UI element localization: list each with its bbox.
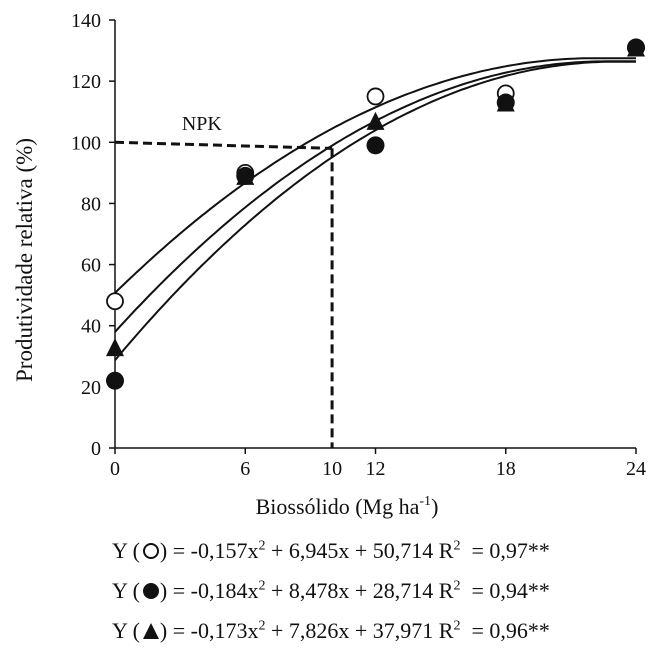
axes: 0 20 40 60 80 100 120 140 0 6 10 12 18 24 bbox=[71, 10, 646, 480]
point-open-circle bbox=[366, 87, 385, 106]
equation-prefix: Y ( bbox=[112, 538, 140, 563]
equation-close: ) = bbox=[159, 538, 186, 563]
equation-prefix: Y ( bbox=[112, 578, 140, 603]
equation-body: + 6,945x + 50,714 R bbox=[265, 538, 454, 563]
point-triangle bbox=[496, 93, 515, 112]
point-open-circle bbox=[106, 292, 124, 311]
point-triangle bbox=[236, 166, 255, 185]
fit-curve-circle-filled bbox=[114, 60, 636, 361]
y-tick-label: 80 bbox=[81, 193, 101, 215]
npk-horizontal-line bbox=[114, 140, 333, 150]
filled-circle-icon bbox=[142, 583, 159, 599]
y-tick-label: 100 bbox=[71, 132, 101, 154]
x-tick-label: 0 bbox=[110, 458, 120, 480]
equation-r2: = 0,97** bbox=[471, 538, 550, 563]
equation-coef: -0,184x bbox=[190, 578, 259, 603]
equation-close: ) = bbox=[159, 618, 186, 643]
filled-triangle-icon bbox=[142, 623, 159, 639]
chart: 0 20 40 60 80 100 120 140 0 6 10 12 18 24 NPK Produti… bbox=[12, 10, 646, 519]
npk-label: NPK bbox=[182, 113, 223, 135]
equation-coef: -0,157x bbox=[190, 538, 259, 563]
point-triangle bbox=[366, 111, 385, 130]
equation-body: + 7,826x + 37,971 R bbox=[265, 618, 454, 643]
equation-r2: = 0,94** bbox=[471, 578, 550, 603]
point-filled-circle bbox=[106, 371, 124, 390]
x-tick-label: 24 bbox=[626, 458, 646, 480]
y-tick-label: 0 bbox=[91, 438, 101, 460]
y-tick-label: 120 bbox=[71, 71, 101, 93]
y-tick-label: 60 bbox=[81, 255, 101, 277]
y-tick-label: 140 bbox=[71, 10, 101, 32]
equation-close: ) = bbox=[159, 578, 186, 603]
equation-coef: -0,173x bbox=[190, 618, 259, 643]
fit-curve-circle-open bbox=[114, 57, 636, 294]
y-axis-label: Produtividade relativa (%) bbox=[12, 138, 37, 382]
open-circle-icon bbox=[142, 543, 159, 559]
equation-row-triangle: Y () = -0,173x2 + 7,826x + 37,971 R2 = 0… bbox=[112, 618, 550, 643]
y-tick-label: 40 bbox=[81, 316, 101, 338]
x-axis-label: Biossólido (Mg ha-1) bbox=[256, 494, 439, 519]
equation-row-filled-circle: Y () = -0,184x2 + 8,478x + 28,714 R2 = 0… bbox=[112, 578, 550, 603]
x-tick-label: 18 bbox=[496, 458, 516, 480]
point-triangle bbox=[627, 38, 645, 57]
equation-r2: = 0,96** bbox=[471, 618, 550, 643]
equation-prefix: Y ( bbox=[112, 618, 140, 643]
x-tick-label: 6 bbox=[240, 458, 250, 480]
npk-reference: NPK bbox=[114, 113, 334, 448]
x-tick-label: 10 bbox=[322, 458, 342, 480]
y-tick-label: 20 bbox=[81, 377, 101, 399]
equation-row-open-circle: Y () = -0,157x2 + 6,945x + 50,714 R2 = 0… bbox=[112, 538, 550, 563]
point-triangle bbox=[106, 338, 124, 357]
equation-body: + 8,478x + 28,714 R bbox=[265, 578, 454, 603]
data-points bbox=[106, 38, 645, 390]
point-filled-circle bbox=[366, 136, 385, 155]
x-tick-label: 12 bbox=[366, 458, 386, 480]
